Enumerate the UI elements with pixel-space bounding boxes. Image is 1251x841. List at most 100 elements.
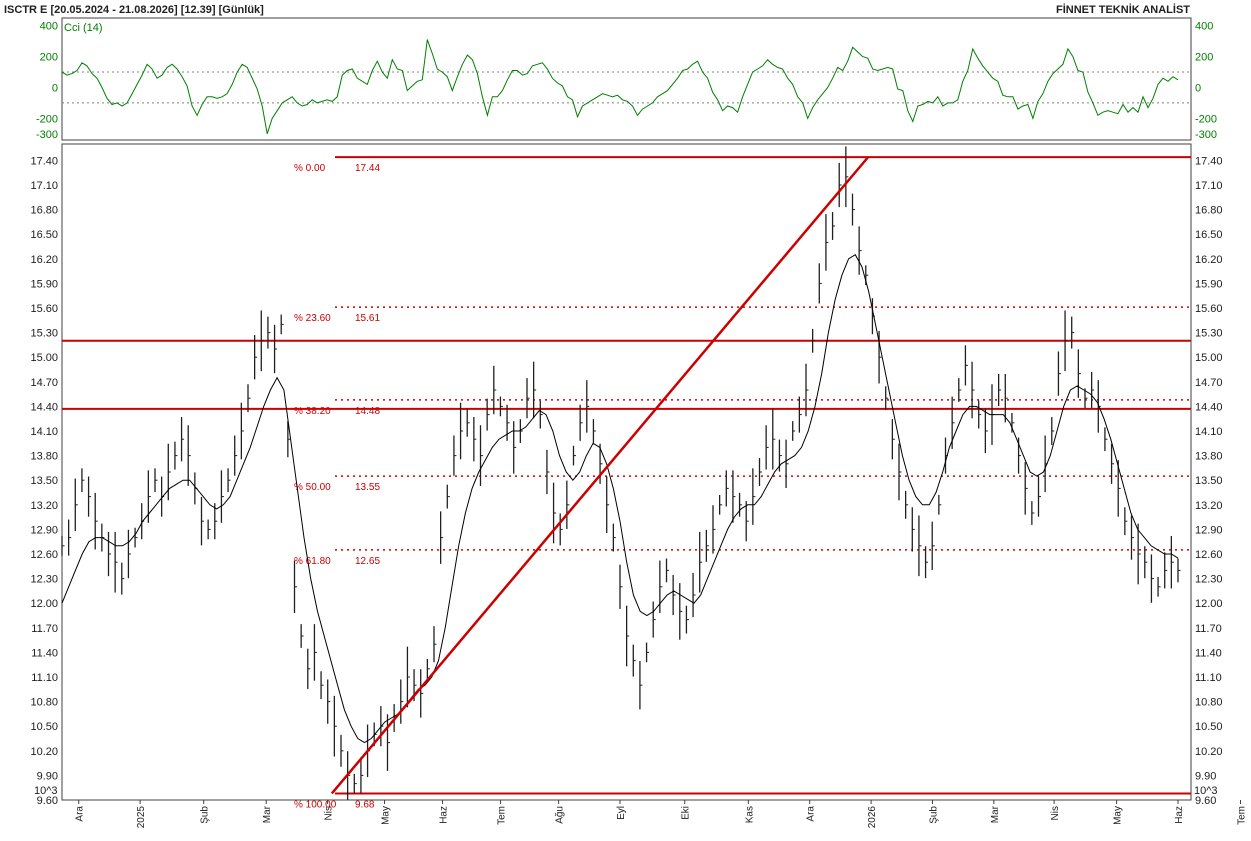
price-tick-right: 13.80 xyxy=(1195,451,1223,463)
month-label: Nis xyxy=(1050,806,1061,820)
price-tick-right: 16.50 xyxy=(1195,229,1223,241)
cci-layer xyxy=(61,39,1191,134)
price-tick-right: 10.80 xyxy=(1195,697,1223,709)
price-tick-left: 16.80 xyxy=(30,205,58,217)
price-tick-right: 11.40 xyxy=(1195,647,1222,659)
price-tick-right: 11.70 xyxy=(1195,623,1222,635)
price-tick-left: 14.10 xyxy=(30,426,58,438)
price-tick-left: 15.90 xyxy=(30,278,58,290)
month-label: Mar xyxy=(990,805,1001,823)
price-tick-right: 17.40 xyxy=(1195,155,1223,167)
price-tick-right: 15.90 xyxy=(1195,278,1223,290)
price-tick-left: 17.10 xyxy=(30,180,58,192)
price-tick-right: 12.60 xyxy=(1195,549,1223,561)
fibonacci-pct-label: % 100.00 xyxy=(294,799,337,810)
month-label: Şub xyxy=(200,806,211,824)
price-tick-left: 12.90 xyxy=(30,524,58,536)
month-label: Ara xyxy=(806,806,817,822)
chart-header-left: ISCTR E [20.05.2024 - 21.08.2026] [12.39… xyxy=(4,4,264,16)
price-tick-right: 14.40 xyxy=(1195,401,1223,413)
fibonacci-pct-label: % 0.00 xyxy=(294,163,326,174)
fibonacci-trendline xyxy=(330,156,870,795)
month-label: May xyxy=(1113,806,1124,825)
price-tick-left: 15.60 xyxy=(30,303,58,315)
price-tick-left: 10.80 xyxy=(30,697,58,709)
cci-tick-left: -200 xyxy=(36,113,58,125)
price-tick-left: 16.50 xyxy=(30,229,58,241)
price-tick-right: 14.10 xyxy=(1195,426,1223,438)
month-label: Haz xyxy=(439,806,450,824)
month-label: Haz xyxy=(1174,806,1185,824)
price-tick-right: 15.30 xyxy=(1195,328,1223,340)
price-tick-left: 11.10 xyxy=(31,672,58,684)
month-label: Şub xyxy=(928,806,939,824)
price-tick-left: 15.30 xyxy=(30,328,58,340)
price-tick-left: 14.40 xyxy=(30,401,58,413)
month-label: Nis xyxy=(324,806,335,820)
month-label: 2026 xyxy=(867,806,878,829)
price-tick-left: 12.60 xyxy=(30,549,58,561)
price-panel-frame xyxy=(61,143,1192,801)
price-tick-left: 14.70 xyxy=(30,377,58,389)
price-tick-left: 9.60 xyxy=(37,795,58,807)
axes-layer: 400 400 200 200 0 0 -200 -200 -300 -300 9.60 9.60 9.… xyxy=(30,21,1247,829)
fibonacci-pct-label: % 23.60 xyxy=(294,313,331,324)
price-tick-right: 16.20 xyxy=(1195,254,1223,266)
cci-tick-left: 400 xyxy=(40,21,58,33)
price-tick-right: 10.20 xyxy=(1195,746,1223,758)
cci-panel-frame xyxy=(61,17,1192,141)
price-tick-left: 15.00 xyxy=(30,352,58,364)
price-tick-right: 12.00 xyxy=(1195,598,1223,610)
cci-line xyxy=(61,39,1179,134)
cci-tick-right: -200 xyxy=(1195,113,1217,125)
fibonacci-value-label: 9.68 xyxy=(355,799,375,810)
cci-tick-right: 0 xyxy=(1195,82,1201,94)
cci-tick-left: 200 xyxy=(40,52,58,64)
moving-average-line xyxy=(61,253,1179,744)
fibonacci-value-label: 17.44 xyxy=(355,163,380,174)
price-layer: % 0.00 17.44 % 23.60 15.61 % 38.20 14.48 % 50.… xyxy=(61,146,1191,810)
price-tick-right: 9.60 xyxy=(1195,795,1216,807)
price-tick-left: 10.20 xyxy=(30,746,58,758)
fibonacci-value-label: 15.61 xyxy=(355,313,380,324)
month-label: Mar xyxy=(262,805,273,823)
fibonacci-pct-label: % 50.00 xyxy=(294,482,331,493)
fibonacci-value-label: 12.65 xyxy=(355,556,380,567)
axis-multiplier-left: 10^3 xyxy=(34,785,58,797)
fibonacci-pct-label: % 61.80 xyxy=(294,556,331,567)
cci-tick-left: -300 xyxy=(36,129,58,141)
month-label: Kas xyxy=(744,806,755,823)
price-tick-right: 14.70 xyxy=(1195,377,1223,389)
month-label: 2025 xyxy=(136,806,147,829)
month-label: Tem xyxy=(497,806,508,825)
price-tick-right: 15.00 xyxy=(1195,352,1223,364)
fibonacci-value-label: 13.55 xyxy=(355,482,380,493)
price-tick-left: 11.40 xyxy=(31,647,58,659)
chart-header-right: FİNNET TEKNİK ANALİST xyxy=(1056,3,1190,16)
axis-multiplier-right: 10^3 xyxy=(1194,785,1218,797)
price-tick-left: 10.50 xyxy=(30,721,58,733)
cci-tick-right: 200 xyxy=(1195,52,1213,64)
price-tick-right: 9.90 xyxy=(1195,770,1216,782)
month-label: Ağu xyxy=(555,806,566,824)
price-tick-left: 13.20 xyxy=(30,500,58,512)
cci-tick-left: 0 xyxy=(52,82,58,94)
month-label: Tem xyxy=(1236,806,1247,825)
month-label: Eyl xyxy=(616,806,627,820)
price-tick-right: 12.30 xyxy=(1195,574,1223,586)
price-tick-right: 13.50 xyxy=(1195,475,1223,487)
price-tick-left: 17.40 xyxy=(30,155,58,167)
price-tick-left: 13.80 xyxy=(30,451,58,463)
price-tick-right: 17.10 xyxy=(1195,180,1223,192)
fibonacci-pct-label: % 38.20 xyxy=(294,406,331,417)
price-tick-left: 11.70 xyxy=(31,623,58,635)
price-tick-left: 16.20 xyxy=(30,254,58,266)
cci-tick-right: -300 xyxy=(1195,129,1217,141)
price-tick-left: 13.50 xyxy=(30,475,58,487)
month-label: Ara xyxy=(75,806,86,822)
price-tick-right: 16.80 xyxy=(1195,205,1223,217)
price-tick-left: 12.30 xyxy=(30,574,58,586)
fibonacci-value-label: 14.48 xyxy=(355,406,380,417)
